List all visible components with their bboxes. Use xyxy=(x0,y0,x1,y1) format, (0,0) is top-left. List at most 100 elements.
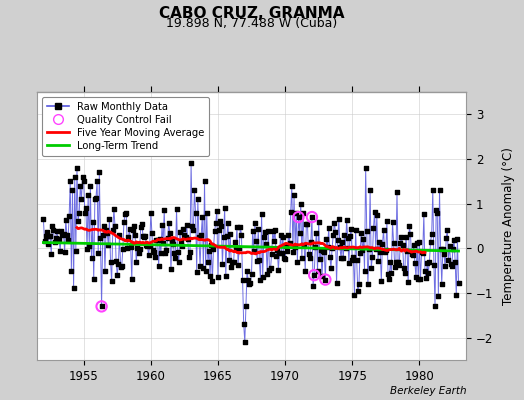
Point xyxy=(149,247,157,253)
Point xyxy=(96,235,105,241)
Point xyxy=(329,232,337,238)
Point xyxy=(135,246,144,252)
Point xyxy=(181,234,190,241)
Point xyxy=(385,276,394,282)
Point xyxy=(424,269,432,276)
Point xyxy=(309,282,317,289)
Point xyxy=(177,239,185,245)
Point xyxy=(343,217,351,223)
Point xyxy=(323,243,332,250)
Point xyxy=(391,258,400,265)
Point xyxy=(123,244,132,251)
Point xyxy=(401,270,409,276)
Point xyxy=(303,221,312,228)
Point xyxy=(204,258,212,265)
Point xyxy=(65,213,73,219)
Point xyxy=(294,214,303,220)
Point xyxy=(296,230,304,236)
Point xyxy=(179,226,188,232)
Point xyxy=(142,242,150,248)
Point xyxy=(454,280,463,286)
Point xyxy=(140,234,148,241)
Point xyxy=(100,223,108,229)
Point xyxy=(156,235,164,242)
Point xyxy=(427,238,435,245)
Point xyxy=(90,276,98,282)
Point xyxy=(247,270,256,277)
Point xyxy=(52,228,61,234)
Point xyxy=(365,246,373,252)
Point xyxy=(287,209,295,215)
Point xyxy=(403,247,411,254)
Point xyxy=(272,252,280,259)
Point xyxy=(321,276,330,283)
Point xyxy=(411,260,419,267)
Point xyxy=(60,248,69,255)
Point xyxy=(93,178,101,184)
Point xyxy=(50,239,59,246)
Point xyxy=(263,271,271,277)
Point xyxy=(318,272,326,279)
Point xyxy=(215,227,223,233)
Point xyxy=(59,230,68,237)
Point xyxy=(340,232,348,238)
Point xyxy=(68,187,77,194)
Point xyxy=(352,227,360,233)
Point xyxy=(139,232,147,239)
Point xyxy=(310,272,319,278)
Point xyxy=(103,230,112,236)
Point xyxy=(336,244,344,250)
Point xyxy=(452,292,461,298)
Point xyxy=(69,285,78,292)
Point xyxy=(428,231,436,238)
Point xyxy=(319,248,328,254)
Point xyxy=(169,241,178,247)
Point xyxy=(114,261,123,268)
Point xyxy=(111,223,119,229)
Point xyxy=(47,250,56,257)
Point xyxy=(418,248,426,255)
Point xyxy=(76,182,84,189)
Point xyxy=(183,236,192,242)
Point xyxy=(381,247,390,254)
Point xyxy=(158,222,166,228)
Point xyxy=(216,218,224,224)
Point xyxy=(297,200,305,207)
Point xyxy=(335,216,343,222)
Point xyxy=(113,272,122,278)
Point xyxy=(55,236,63,242)
Point xyxy=(348,256,356,263)
Point xyxy=(97,303,106,310)
Point xyxy=(289,248,297,255)
Point xyxy=(308,214,316,220)
Point xyxy=(414,276,422,282)
Point xyxy=(262,241,270,248)
Point xyxy=(259,233,268,240)
Point xyxy=(397,233,406,240)
Point xyxy=(243,268,251,274)
Point xyxy=(239,321,248,328)
Text: CABO CRUZ, GRANMA: CABO CRUZ, GRANMA xyxy=(159,6,344,21)
Point xyxy=(64,237,72,244)
Point xyxy=(253,258,261,264)
Point xyxy=(324,225,333,231)
Point xyxy=(389,240,398,246)
Point xyxy=(162,247,171,253)
Point xyxy=(167,266,175,272)
Point xyxy=(404,279,412,286)
Point xyxy=(325,254,334,260)
Point xyxy=(279,234,287,240)
Point xyxy=(159,240,167,246)
Point xyxy=(184,254,193,260)
Point xyxy=(337,255,345,262)
Point xyxy=(255,256,264,263)
Point xyxy=(126,244,135,250)
Point xyxy=(357,230,365,236)
Point xyxy=(129,227,137,234)
Point xyxy=(79,174,87,180)
Point xyxy=(174,258,183,265)
Point xyxy=(88,255,96,261)
Point xyxy=(75,210,83,216)
Point xyxy=(203,210,211,216)
Point xyxy=(378,240,387,247)
